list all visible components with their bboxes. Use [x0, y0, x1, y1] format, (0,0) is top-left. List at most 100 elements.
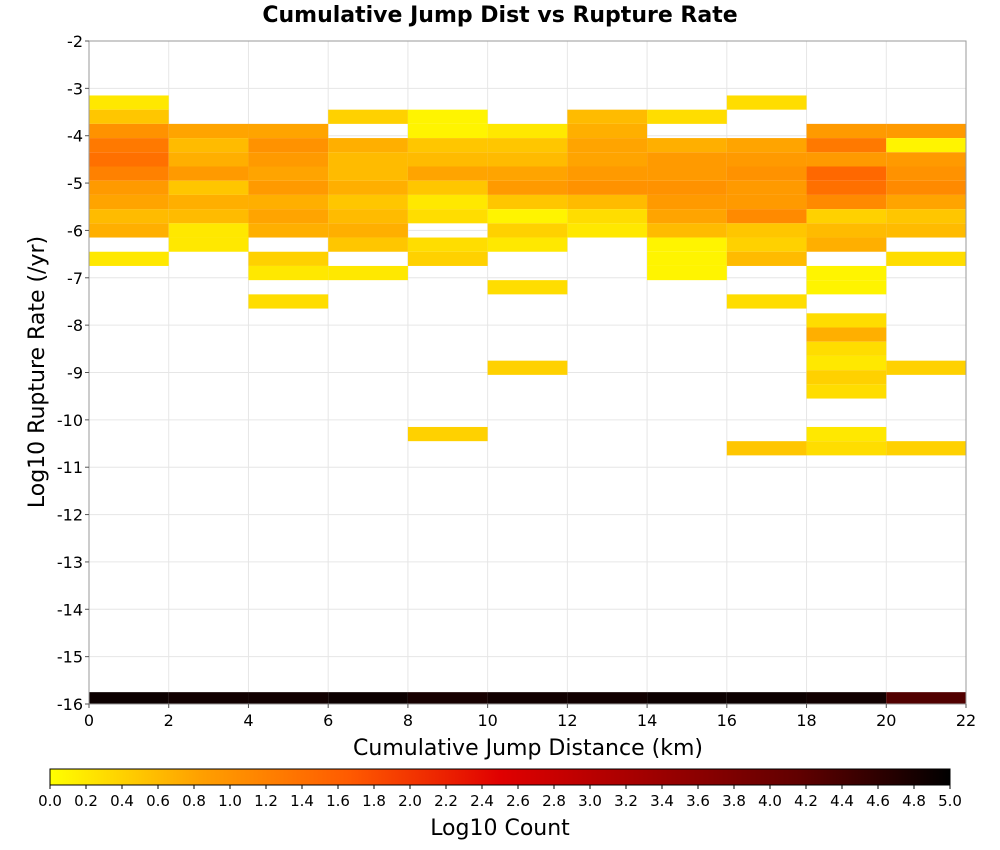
heatmap-cell	[328, 692, 408, 704]
heatmap-cell	[248, 138, 329, 153]
heatmap-cell	[89, 152, 169, 167]
colorbar-label: Log10 Count	[430, 816, 570, 841]
heatmap-cell	[567, 152, 648, 167]
heatmap-cell	[328, 180, 408, 195]
heatmap-cell	[886, 194, 966, 210]
heatmap-cell	[567, 223, 648, 238]
heatmap-cell	[726, 138, 807, 153]
heatmap-cell	[726, 441, 807, 456]
heatmap-cell	[487, 138, 568, 153]
colorbar-tick-label: 3.8	[722, 792, 746, 810]
chart-title: Cumulative Jump Dist vs Rupture Rate	[262, 3, 737, 28]
colorbar-tick-label: 1.8	[362, 792, 386, 810]
heatmap-cell	[647, 152, 727, 167]
x-tick-label: 18	[796, 711, 816, 730]
heatmap-cell	[487, 123, 568, 139]
heatmap-cell	[886, 209, 966, 224]
heatmap-cell	[806, 355, 887, 371]
y-tick-label: -9	[67, 364, 83, 383]
heatmap-cell	[647, 209, 727, 224]
heatmap-cell	[248, 251, 329, 266]
colorbar-tick-label: 1.4	[290, 792, 314, 810]
heatmap-cell	[407, 123, 488, 139]
heatmap-cell	[806, 327, 887, 342]
heatmap-cell	[89, 194, 169, 210]
heatmap-cell	[407, 152, 488, 167]
x-tick-label: 0	[84, 711, 94, 730]
x-axis-label: Cumulative Jump Distance (km)	[353, 736, 703, 761]
heatmap-cell	[168, 692, 249, 704]
heatmap-cell	[567, 209, 648, 224]
heatmap-cell	[806, 692, 887, 704]
heatmap-cell	[647, 138, 727, 153]
heatmap-cell	[328, 223, 408, 238]
heatmap-cell	[487, 194, 568, 210]
heatmap-cell	[806, 209, 887, 224]
heatmap-cell	[806, 313, 887, 328]
heatmap-cell	[248, 180, 329, 195]
heatmap-cell	[567, 166, 648, 181]
heatmap-cell	[726, 194, 807, 210]
heatmap-cell	[328, 194, 408, 210]
y-tick-label: -7	[67, 269, 83, 288]
colorbar-tick-label: 2.4	[470, 792, 494, 810]
heatmap-cell	[487, 209, 568, 224]
y-tick-label: -6	[67, 221, 83, 240]
heatmap-cell	[89, 95, 169, 110]
y-tick-label: -14	[57, 600, 83, 619]
heatmap-cell	[168, 166, 249, 181]
heatmap-cell	[806, 384, 887, 399]
heatmap-cell	[726, 152, 807, 167]
heatmap-cell	[328, 166, 408, 181]
y-tick-label: -3	[67, 79, 83, 98]
heatmap-cell	[89, 166, 169, 181]
heatmap-cell	[806, 426, 887, 442]
heatmap-cell	[806, 280, 887, 295]
colorbar-tick-label: 2.8	[542, 792, 566, 810]
heatmap-cell	[806, 265, 887, 281]
colorbar-ticks: 0.0 0.2 0.4 0.6 0.8 1.0 1.2 1.4 1.6 1.8 2.0 2.2 2.4 2…	[38, 785, 962, 810]
heatmap-cell	[647, 109, 727, 124]
heatmap-cell	[806, 123, 887, 139]
heatmap-cell	[328, 138, 408, 153]
heatmap-cell	[248, 692, 329, 704]
colorbar-tick-label: 5.0	[938, 792, 962, 810]
x-tick-label: 20	[876, 711, 896, 730]
heatmap-cell	[487, 280, 568, 295]
colorbar-tick-label: 4.6	[866, 792, 890, 810]
y-tick-label: -13	[57, 553, 83, 572]
colorbar-tick-label: 2.2	[434, 792, 458, 810]
heatmap-cell	[886, 138, 966, 153]
heatmap-cell	[567, 123, 648, 139]
heatmap-cell	[886, 251, 966, 266]
heatmap-cell	[487, 152, 568, 167]
heatmap-cell	[567, 692, 648, 704]
heatmap-cell	[567, 109, 648, 124]
heatmap-cell	[487, 360, 568, 375]
x-tick-label: 6	[323, 711, 333, 730]
heatmap-cell	[806, 152, 887, 167]
heatmap-cell	[487, 237, 568, 252]
colorbar-tick-label: 3.0	[578, 792, 602, 810]
heatmap-cell	[886, 180, 966, 195]
heatmap-cell	[886, 123, 966, 139]
heatmap-cell	[567, 138, 648, 153]
heatmap-cell	[647, 166, 727, 181]
colorbar-tick-label: 4.8	[902, 792, 926, 810]
heatmap-cell	[89, 209, 169, 224]
heatmap-cell	[726, 294, 807, 309]
x-axis-ticks: 0 2 4 6 8 10 12 14 16 18 20 22	[84, 704, 976, 730]
heatmap-cell	[168, 237, 249, 252]
heatmap-cell	[328, 237, 408, 252]
y-tick-label: -5	[67, 174, 83, 193]
heatmap-cell	[248, 166, 329, 181]
colorbar-tick-label: 4.0	[758, 792, 782, 810]
heatmap-cell	[248, 294, 329, 309]
heatmap-cell	[726, 95, 807, 110]
heatmap-cell	[89, 692, 169, 704]
heatmap-cell	[806, 441, 887, 456]
heatmap-cell	[407, 166, 488, 181]
colorbar-tick-label: 2.6	[506, 792, 530, 810]
heatmap-cell	[886, 152, 966, 167]
